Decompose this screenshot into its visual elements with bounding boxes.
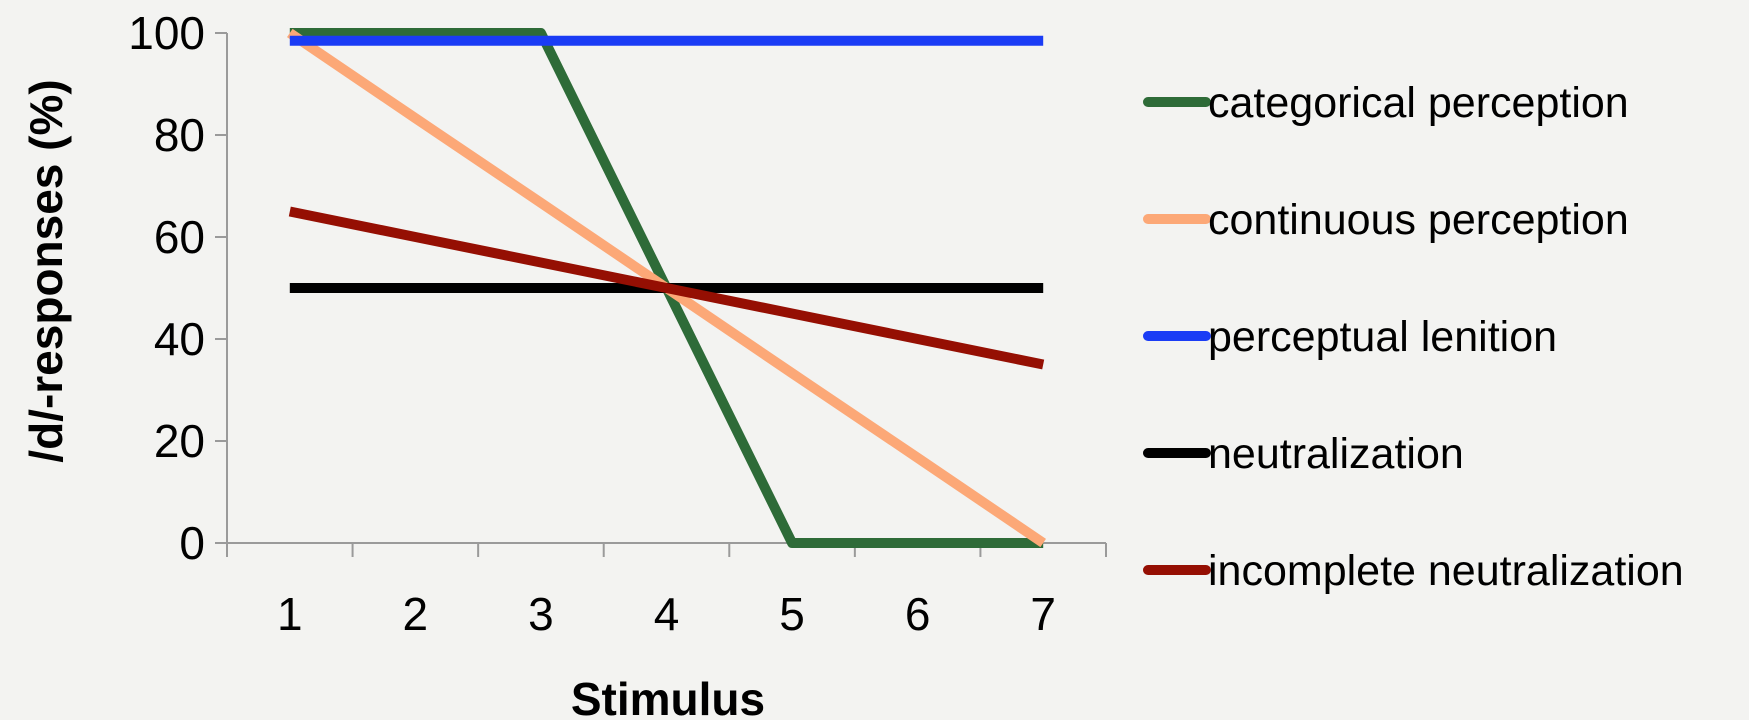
x-tick-label: 3 xyxy=(528,588,554,640)
x-axis-title: Stimulus xyxy=(571,673,765,720)
legend-label: neutralization xyxy=(1208,430,1464,478)
x-tick-label: 6 xyxy=(905,588,931,640)
y-tick-label: 100 xyxy=(128,7,205,59)
x-tick-label: 1 xyxy=(277,588,303,640)
chart-series xyxy=(286,28,1047,548)
y-axis-title: /d/-responses (%) xyxy=(20,79,72,462)
y-tick-label: 0 xyxy=(179,517,205,569)
legend-label: categorical perception xyxy=(1208,79,1629,127)
x-tick-label: 4 xyxy=(654,588,680,640)
x-tick-label: 2 xyxy=(403,588,429,640)
legend: categorical perception continuous percept… xyxy=(1143,79,1684,595)
legend-label: incomplete neutralization xyxy=(1208,547,1684,595)
y-tick-label: 20 xyxy=(154,415,205,467)
legend-label: continuous perception xyxy=(1208,196,1629,244)
x-tick-label: 7 xyxy=(1030,588,1056,640)
y-tick-label: 60 xyxy=(154,211,205,263)
legend-label: perceptual lenition xyxy=(1208,313,1557,361)
series-line-5 xyxy=(288,206,1045,370)
chart-axes: 0 20 40 60 80 100 1 2 3 4 5 6 7 xyxy=(128,7,1107,640)
x-tick-label: 5 xyxy=(779,588,805,640)
y-tick-label: 80 xyxy=(154,109,205,161)
y-tick-label: 40 xyxy=(154,313,205,365)
